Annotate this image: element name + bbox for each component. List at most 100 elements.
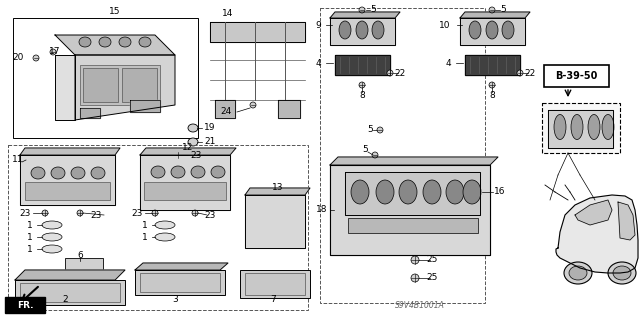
- Ellipse shape: [211, 166, 225, 178]
- Ellipse shape: [489, 7, 495, 13]
- Text: B-39-50: B-39-50: [555, 71, 597, 81]
- Polygon shape: [548, 110, 613, 148]
- Text: 5: 5: [362, 145, 368, 154]
- Text: 7: 7: [270, 295, 276, 305]
- Ellipse shape: [119, 37, 131, 47]
- Ellipse shape: [91, 167, 105, 179]
- Text: 13: 13: [272, 183, 284, 192]
- Ellipse shape: [42, 245, 62, 253]
- Ellipse shape: [359, 7, 365, 13]
- Polygon shape: [75, 55, 175, 120]
- Ellipse shape: [502, 21, 514, 39]
- Ellipse shape: [250, 102, 256, 108]
- Polygon shape: [20, 155, 115, 205]
- Bar: [65, 258, 103, 280]
- Text: 21: 21: [204, 137, 216, 146]
- Polygon shape: [460, 12, 530, 18]
- Polygon shape: [278, 100, 300, 118]
- Text: 8: 8: [489, 91, 495, 100]
- Bar: [80, 65, 160, 105]
- Polygon shape: [245, 188, 310, 195]
- Bar: [25, 182, 110, 200]
- Polygon shape: [15, 270, 125, 280]
- Text: 6: 6: [77, 250, 83, 259]
- Text: 2: 2: [62, 295, 68, 305]
- Ellipse shape: [377, 127, 383, 133]
- Ellipse shape: [42, 221, 62, 229]
- Text: 19: 19: [204, 123, 216, 132]
- Text: 1: 1: [27, 220, 33, 229]
- Polygon shape: [20, 148, 120, 155]
- Text: 17: 17: [49, 48, 61, 56]
- Ellipse shape: [554, 115, 566, 139]
- Text: 22: 22: [524, 69, 536, 78]
- Text: 20: 20: [12, 54, 24, 63]
- Ellipse shape: [155, 221, 175, 229]
- Bar: [544, 65, 609, 87]
- Ellipse shape: [469, 21, 481, 39]
- Ellipse shape: [71, 167, 85, 179]
- Text: 9: 9: [315, 20, 321, 29]
- Text: 15: 15: [109, 8, 121, 17]
- Ellipse shape: [588, 115, 600, 139]
- Text: 24: 24: [220, 108, 232, 116]
- Bar: [240, 270, 310, 298]
- Text: 18: 18: [316, 205, 328, 214]
- Polygon shape: [135, 263, 228, 270]
- Polygon shape: [330, 18, 395, 45]
- Text: 1: 1: [142, 233, 148, 241]
- Text: 1: 1: [27, 244, 33, 254]
- Text: 5: 5: [367, 125, 373, 135]
- Ellipse shape: [339, 21, 351, 39]
- Bar: [320, 8, 485, 303]
- Ellipse shape: [152, 210, 158, 216]
- Ellipse shape: [42, 233, 62, 241]
- Ellipse shape: [50, 49, 56, 55]
- Ellipse shape: [188, 124, 198, 132]
- Bar: [245, 273, 305, 295]
- Text: 4: 4: [315, 58, 321, 68]
- Text: S9V4B1001A: S9V4B1001A: [395, 300, 445, 309]
- Ellipse shape: [387, 70, 393, 76]
- Ellipse shape: [77, 210, 83, 216]
- Bar: [122, 68, 157, 102]
- Ellipse shape: [155, 233, 175, 241]
- Bar: [542, 103, 620, 153]
- Text: 10: 10: [439, 20, 451, 29]
- Bar: [13, 18, 198, 138]
- Ellipse shape: [33, 55, 39, 61]
- Text: 25: 25: [426, 273, 438, 283]
- Ellipse shape: [359, 82, 365, 88]
- Ellipse shape: [571, 115, 583, 139]
- Ellipse shape: [139, 37, 151, 47]
- Ellipse shape: [489, 82, 495, 88]
- Bar: [348, 218, 478, 233]
- Ellipse shape: [171, 166, 185, 178]
- Text: 22: 22: [394, 69, 406, 78]
- Polygon shape: [140, 148, 236, 155]
- Ellipse shape: [376, 180, 394, 204]
- Text: 23: 23: [19, 209, 31, 218]
- Ellipse shape: [372, 21, 384, 39]
- Text: 23: 23: [204, 211, 216, 219]
- Polygon shape: [460, 18, 525, 45]
- Text: 5: 5: [370, 5, 376, 14]
- Ellipse shape: [423, 180, 441, 204]
- Ellipse shape: [463, 180, 481, 204]
- Ellipse shape: [517, 70, 523, 76]
- Text: 11: 11: [12, 155, 24, 165]
- Ellipse shape: [356, 21, 368, 39]
- Ellipse shape: [42, 210, 48, 216]
- Ellipse shape: [411, 274, 419, 282]
- Polygon shape: [55, 35, 175, 55]
- Ellipse shape: [411, 256, 419, 264]
- Polygon shape: [130, 100, 160, 112]
- Polygon shape: [210, 22, 305, 42]
- Text: 23: 23: [90, 211, 102, 219]
- Ellipse shape: [351, 180, 369, 204]
- Text: 4: 4: [445, 58, 451, 68]
- Ellipse shape: [51, 167, 65, 179]
- Polygon shape: [80, 108, 100, 118]
- Text: 5: 5: [500, 5, 506, 14]
- Ellipse shape: [192, 210, 198, 216]
